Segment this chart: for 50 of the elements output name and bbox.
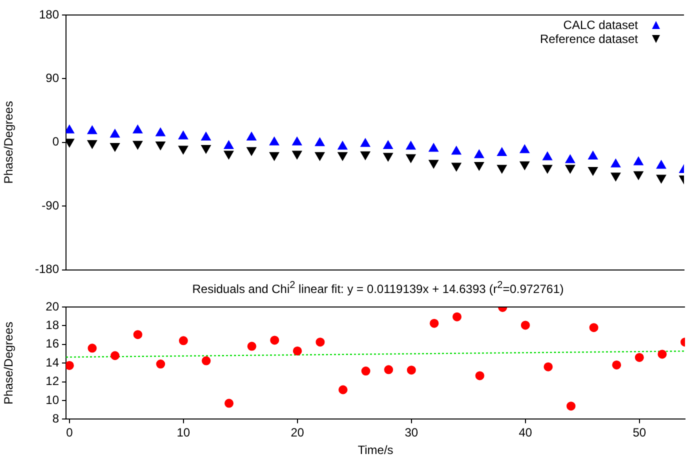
x-tick-label: 0 [66,426,74,440]
point [270,336,280,345]
point [520,320,530,330]
y-tick-label: 0 [52,134,60,149]
point [566,402,576,411]
point [178,336,188,346]
point [338,385,348,394]
point [430,318,439,328]
y-tick-label: 8 [52,412,60,426]
y-tick-label: 16 [46,336,60,351]
point [589,323,598,332]
y-tick-label: 14 [46,355,60,370]
x-tick-label: 10 [176,426,190,440]
point [406,366,416,375]
x-axis-title: Time/s [358,443,394,458]
y-axis-title: Phase/Degrees [2,101,16,184]
x-tick-label: 40 [518,426,532,440]
y-tick-label: 180 [38,7,60,22]
x-tick-label: 20 [290,426,304,440]
y-tick-label: 12 [46,374,60,388]
x-tick-label: 30 [404,426,418,440]
y-axis-title: Phase/Degrees [2,322,16,404]
y-tick-label: 10 [46,392,60,407]
x-tick-label: 50 [632,426,646,440]
point [634,352,644,362]
y-tick-label: 20 [46,299,60,314]
y-tick-label: -180 [34,262,60,276]
point [361,366,370,376]
point [475,371,484,380]
point [247,342,256,351]
point [544,362,553,372]
point [110,351,120,360]
point [658,350,667,359]
point [292,346,302,356]
point [452,312,462,322]
point [612,360,622,370]
y-tick-label: 90 [46,71,60,86]
point [224,398,234,408]
y-tick-label: -90 [42,198,60,212]
legend-label: Reference dataset [540,32,638,46]
y-tick-label: 18 [46,318,60,332]
point [88,344,97,353]
chart-title: Residuals and Chi$^{2}$ linear fit: y = 0.0119139x + 14.6393 (r$^{2}$=0.972761) [191,280,565,296]
point [133,330,142,340]
point [384,365,394,374]
point [202,356,211,366]
point [66,360,74,370]
legend-label: CALC dataset [563,18,638,32]
point [156,360,166,369]
point [316,338,325,347]
